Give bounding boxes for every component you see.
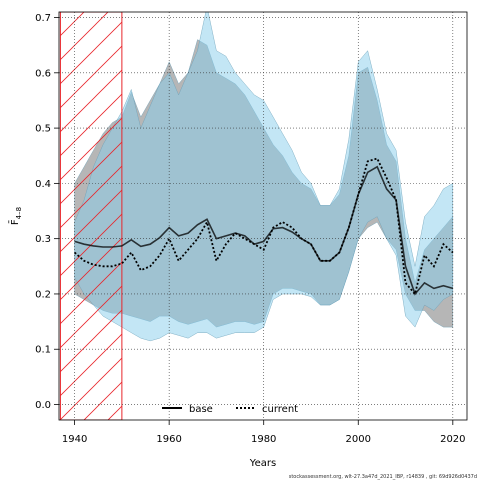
y-tick-label: 0.0 <box>35 400 51 411</box>
footer-note: stockassessment.org, wlt-27.3a47d_2021_I… <box>289 474 477 480</box>
y-tick-label: 0.6 <box>35 68 51 79</box>
grid-lines <box>59 12 467 420</box>
svg-text:F̄4–8: F̄4–8 <box>8 207 23 225</box>
band-current <box>74 12 453 342</box>
legend-label-base: base <box>189 404 213 415</box>
hatched-region <box>59 12 123 420</box>
x-tick-label: 2020 <box>440 434 465 445</box>
y-axis-ticks: 0.0 0.1 0.2 0.3 0.4 0.5 0.6 0.7 <box>35 13 59 411</box>
x-axis-ticks: 1940 1960 1980 2000 2020 <box>62 420 466 445</box>
y-axis-label: F̄4–8 <box>8 207 23 225</box>
plot-frame <box>58 11 468 421</box>
legend-label-current: current <box>262 404 298 415</box>
series-line-current <box>74 157 454 296</box>
y-tick-label: 0.2 <box>35 289 51 300</box>
y-tick-label: 0.4 <box>35 179 51 190</box>
y-axis-label-sub: 4–8 <box>15 207 23 219</box>
series-line-base <box>74 165 454 296</box>
x-tick-label: 2000 <box>346 434 371 445</box>
x-tick-label: 1980 <box>251 434 276 445</box>
x-tick-label: 1940 <box>62 434 87 445</box>
x-tick-label: 1960 <box>156 434 181 445</box>
legend: base current <box>162 404 298 415</box>
y-tick-label: 0.5 <box>35 124 51 135</box>
series-lines <box>74 157 454 296</box>
y-tick-label: 0.1 <box>35 345 51 356</box>
hatched-period <box>59 12 123 420</box>
y-tick-label: 0.7 <box>35 13 51 24</box>
confidence-bands <box>74 12 453 342</box>
x-axis-label: Years <box>249 458 276 469</box>
y-tick-label: 0.3 <box>35 234 51 245</box>
y-axis-label-main: F̄ <box>8 219 21 225</box>
